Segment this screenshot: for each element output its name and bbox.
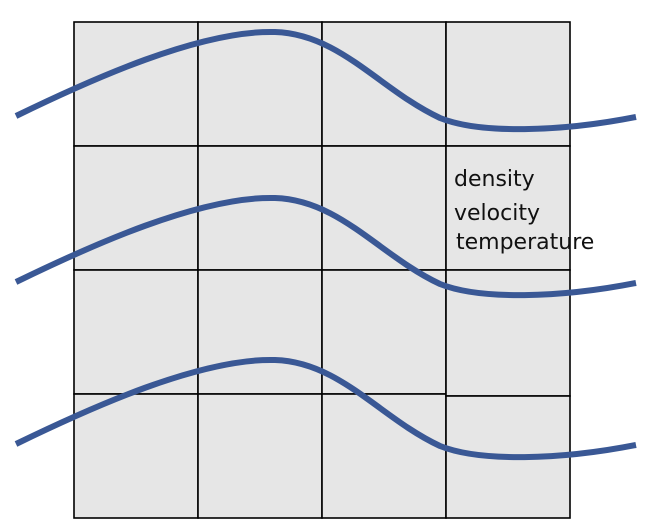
grid-cell xyxy=(73,145,199,271)
grid-cell xyxy=(197,145,323,271)
grid-cell xyxy=(197,393,323,519)
grid-cell xyxy=(73,21,199,147)
grid-cell xyxy=(73,393,199,519)
flow-curves xyxy=(14,28,637,461)
label-temperature: temperature xyxy=(456,230,594,255)
label-density: density xyxy=(454,167,535,192)
grid-cell xyxy=(197,21,323,147)
mesh-grid xyxy=(73,21,571,519)
flow-curve-3 xyxy=(14,356,637,461)
cell-labels: density velocity temperature xyxy=(454,167,594,255)
grid-cell xyxy=(73,269,199,395)
label-velocity: velocity xyxy=(454,201,540,226)
flow-curve-2 xyxy=(14,194,637,299)
grid-cell xyxy=(321,269,447,395)
grid-cell xyxy=(197,269,323,395)
flow-curve-1 xyxy=(14,28,637,133)
